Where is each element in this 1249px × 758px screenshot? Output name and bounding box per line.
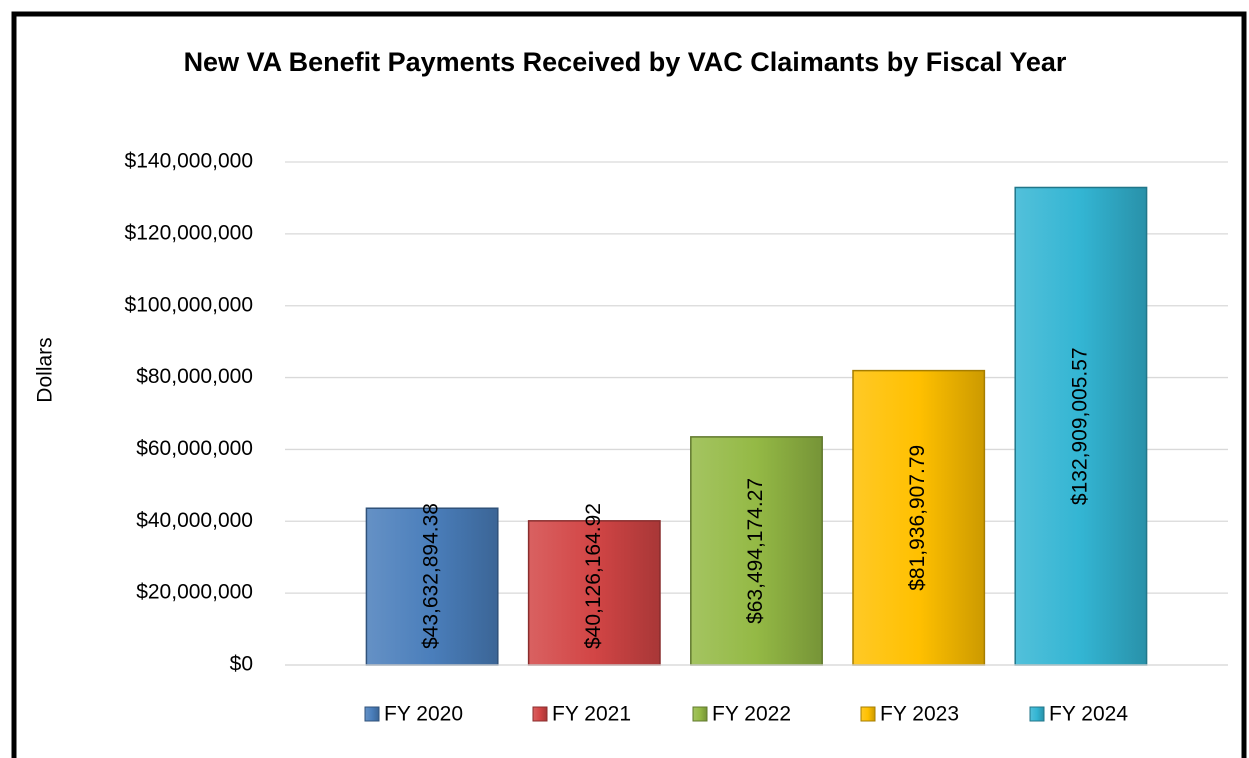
y-tick-label: $140,000,000 [125, 150, 253, 173]
y-tick-label: $20,000,000 [136, 581, 253, 604]
bar [365, 507, 499, 666]
y-tick-label: $120,000,000 [125, 221, 253, 244]
legend-label: FY 2023 [880, 703, 959, 726]
chart-title: New VA Benefit Payments Received by VAC … [183, 47, 1067, 77]
legend-label: FY 2024 [1049, 703, 1128, 726]
legend-swatch [692, 706, 708, 722]
legend-swatch [364, 706, 380, 722]
legend-swatch [860, 706, 876, 722]
y-tick-label: $0 [230, 653, 253, 676]
data-label: $81,936,907.79 [906, 445, 929, 591]
data-label: $40,126,164.92 [582, 503, 605, 649]
y-tick-label: $100,000,000 [125, 293, 253, 316]
y-axis-label: Dollars [34, 337, 57, 402]
y-tick-label: $60,000,000 [136, 437, 253, 460]
y-tick-label: $40,000,000 [136, 509, 253, 532]
y-tick-label: $80,000,000 [136, 365, 253, 388]
legend-label: FY 2022 [712, 703, 791, 726]
legend-label: FY 2020 [384, 703, 463, 726]
data-label: $43,632,894.38 [420, 503, 443, 649]
chart-frame [11, 11, 1247, 758]
legend-swatch [1029, 706, 1045, 722]
legend-swatch [532, 706, 548, 722]
data-label: $63,494,174.27 [744, 478, 767, 624]
data-label: $132,909,005.57 [1068, 347, 1091, 505]
legend-label: FY 2021 [552, 703, 631, 726]
